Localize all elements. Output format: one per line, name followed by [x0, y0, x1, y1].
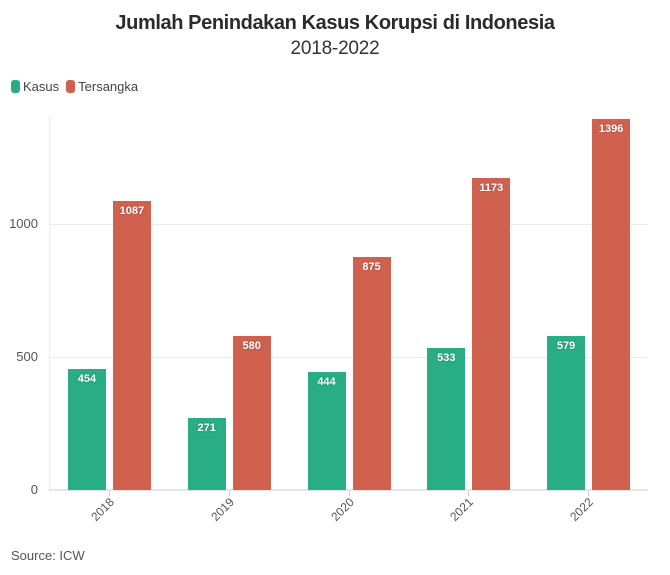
legend-label: Tersangka [78, 79, 139, 94]
bar-kasus-2021[interactable]: 533 [427, 348, 466, 490]
x-tick-label: 2020 [327, 495, 357, 524]
legend: Kasus Tersangka [11, 79, 145, 94]
x-tick-mark [109, 491, 110, 496]
bar-value-label: 454 [77, 373, 97, 386]
bar-value-label: 533 [437, 352, 456, 365]
legend-swatch-kasus [11, 80, 20, 93]
gridline-500 [49, 357, 648, 358]
x-tick-label: 2021 [447, 495, 477, 524]
bar-tersangka-2019[interactable]: 580 [232, 335, 271, 490]
bar-value-label: 271 [197, 421, 216, 434]
x-tick-label: 2018 [88, 495, 117, 524]
legend-swatch-tersangka [66, 80, 76, 93]
bar-kasus-2020[interactable]: 444 [307, 371, 346, 490]
bar-kasus-2019[interactable]: 271 [187, 417, 226, 490]
bar-value-label: 580 [242, 339, 261, 352]
y-tick-label: 500 [16, 349, 38, 364]
legend-label: Kasus [23, 79, 60, 94]
bar-value-label: 444 [317, 375, 336, 388]
bar-value-label: 875 [362, 261, 381, 274]
y-axis-line [49, 116, 50, 490]
x-tick-mark [349, 491, 350, 496]
y-tick-label: 0 [30, 482, 38, 497]
bar-kasus-2022[interactable]: 579 [547, 335, 586, 490]
x-tick-label: 2022 [567, 495, 597, 524]
bar-tersangka-2020[interactable]: 875 [352, 257, 391, 490]
y-tick-label: 1000 [9, 216, 38, 231]
bar-tersangka-2018[interactable]: 1087 [112, 200, 151, 490]
bar-kasus-2018[interactable]: 454 [67, 369, 106, 490]
chart-subtitle: 2018-2022 [290, 38, 380, 59]
bar-tersangka-2021[interactable]: 1173 [472, 177, 511, 490]
bar-value-label: 1396 [598, 122, 624, 135]
gridline-1000 [49, 224, 648, 225]
x-axis-baseline [49, 489, 648, 491]
chart-title: Jumlah Penindakan Kasus Korupsi di Indon… [115, 12, 555, 34]
x-tick-mark [468, 491, 469, 496]
legend-item-kasus[interactable]: Kasus [11, 79, 59, 94]
x-tick-mark [588, 491, 589, 496]
x-tick-mark [229, 491, 230, 496]
bar-value-label: 579 [556, 339, 576, 352]
x-tick-label: 2019 [207, 495, 237, 524]
legend-item-tersangka[interactable]: Tersangka [66, 79, 138, 94]
bar-value-label: 1173 [479, 181, 504, 194]
bar-tersangka-2022[interactable]: 1396 [592, 118, 631, 490]
bar-value-label: 1087 [119, 204, 145, 217]
source-note: Source: ICW [11, 548, 85, 563]
